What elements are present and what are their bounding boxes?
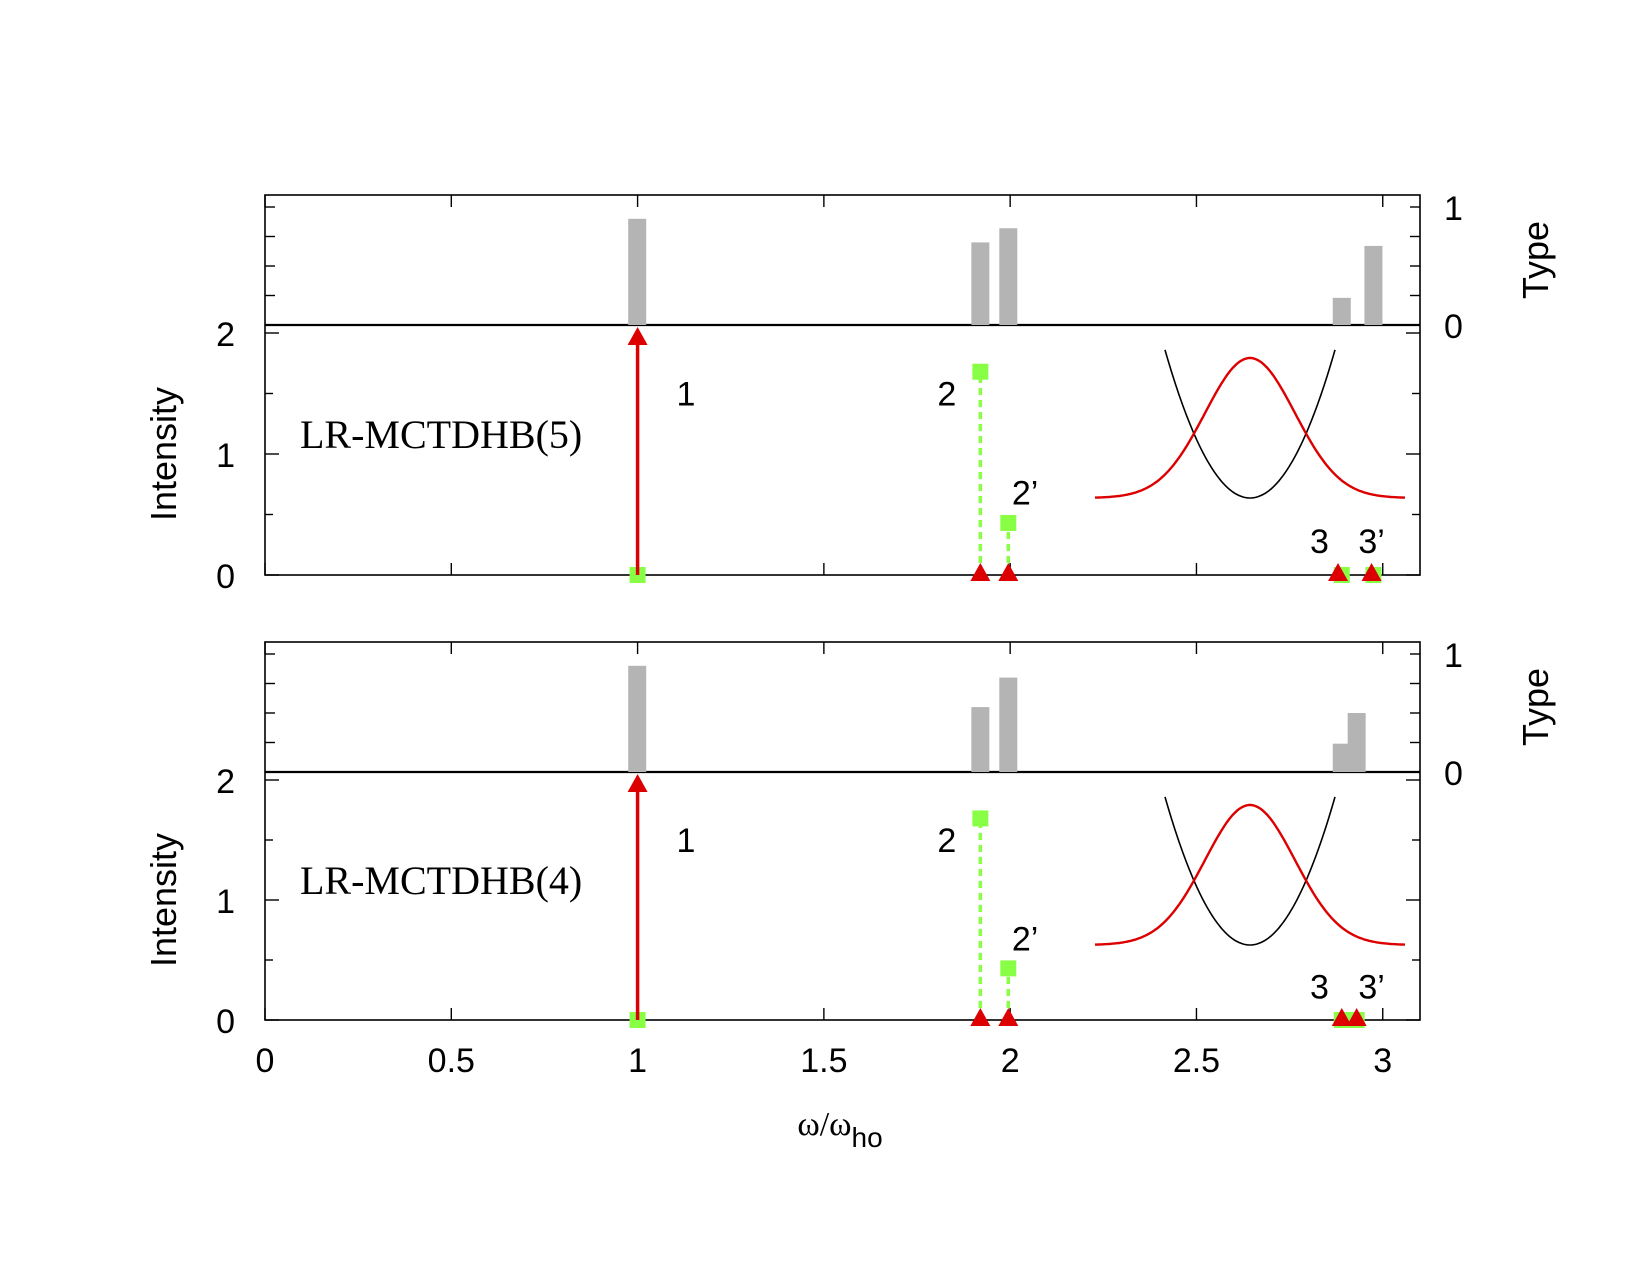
type-bar xyxy=(971,707,990,772)
x-tick-label: 3 xyxy=(1373,1042,1392,1080)
inset-trap-potential xyxy=(1164,796,1336,946)
type-bar xyxy=(999,228,1018,325)
inset-trap-potential xyxy=(1164,349,1336,499)
type-tick-label: 0 xyxy=(1444,755,1463,793)
red-triangle-marker xyxy=(998,563,1019,581)
x-tick-label: 1 xyxy=(628,1042,647,1080)
type-bar xyxy=(1332,743,1351,772)
type-bar xyxy=(1332,297,1351,325)
method-label: LR-MCTDHB(4) xyxy=(300,858,582,903)
inset-density-profile xyxy=(1095,356,1405,499)
type-bar xyxy=(1364,245,1383,325)
intensity-tick-label: 0 xyxy=(216,1003,235,1041)
intensity-tick-label: 2 xyxy=(216,316,235,354)
x-tick-label: 1.5 xyxy=(800,1042,847,1080)
type-bar xyxy=(999,677,1018,772)
type-bar xyxy=(628,218,647,325)
peak-label: 3’ xyxy=(1358,968,1384,1006)
peak-label: 2’ xyxy=(1012,475,1038,513)
type-axis-title: Type xyxy=(1515,668,1556,746)
peak-label: 2 xyxy=(937,822,956,860)
panel-frame xyxy=(264,194,1421,576)
red-triangle-marker xyxy=(1328,563,1349,581)
green-square-marker xyxy=(972,363,989,380)
intensity-tick-label: 1 xyxy=(216,437,235,475)
green-square-marker xyxy=(1000,514,1017,531)
red-triangle-marker xyxy=(627,327,648,346)
x-tick-label: 0 xyxy=(256,1042,275,1080)
method-label: LR-MCTDHB(5) xyxy=(300,412,582,457)
peak-label: 3 xyxy=(1310,968,1329,1006)
type-tick-label: 1 xyxy=(1444,190,1463,228)
panel-frame xyxy=(264,641,1421,1021)
intensity-tick-label: 2 xyxy=(216,763,235,801)
peak-label: 3 xyxy=(1310,523,1329,561)
peak-label: 2’ xyxy=(1012,920,1038,958)
red-triangle-marker xyxy=(970,1008,991,1026)
type-bar xyxy=(628,665,647,772)
type-tick-label: 0 xyxy=(1444,308,1463,346)
red-triangle-marker xyxy=(627,774,648,792)
type-tick-label: 1 xyxy=(1444,637,1463,675)
red-triangle-marker xyxy=(998,1008,1019,1026)
x-axis-title-main: ω/ω xyxy=(797,1106,851,1143)
peak-label: 1 xyxy=(677,822,696,860)
x-tick-label: 2 xyxy=(1001,1042,1020,1080)
peak-label: 1 xyxy=(677,376,696,414)
peak-label: 2 xyxy=(937,376,956,414)
intensity-axis-title: Intensity xyxy=(143,387,184,521)
type-bar xyxy=(1347,713,1366,772)
x-axis-title: ω/ωho xyxy=(797,1106,882,1153)
type-bar xyxy=(971,242,990,325)
red-triangle-marker xyxy=(1361,563,1382,581)
x-tick-label: 2.5 xyxy=(1173,1042,1220,1080)
peak-label: 3’ xyxy=(1358,523,1384,561)
red-triangle-marker xyxy=(1331,1008,1352,1026)
x-tick-label: 0.5 xyxy=(428,1042,475,1080)
intensity-tick-label: 0 xyxy=(216,558,235,596)
red-triangle-marker xyxy=(970,563,991,581)
green-square-marker xyxy=(972,810,989,827)
intensity-axis-title: Intensity xyxy=(143,833,184,967)
type-axis-title: Type xyxy=(1515,221,1556,299)
x-axis-title-subscript: ho xyxy=(852,1122,883,1153)
inset-density-profile xyxy=(1095,803,1405,946)
green-square-marker xyxy=(1000,960,1017,977)
intensity-tick-label: 1 xyxy=(216,883,235,921)
red-triangle-marker xyxy=(1346,1008,1367,1026)
